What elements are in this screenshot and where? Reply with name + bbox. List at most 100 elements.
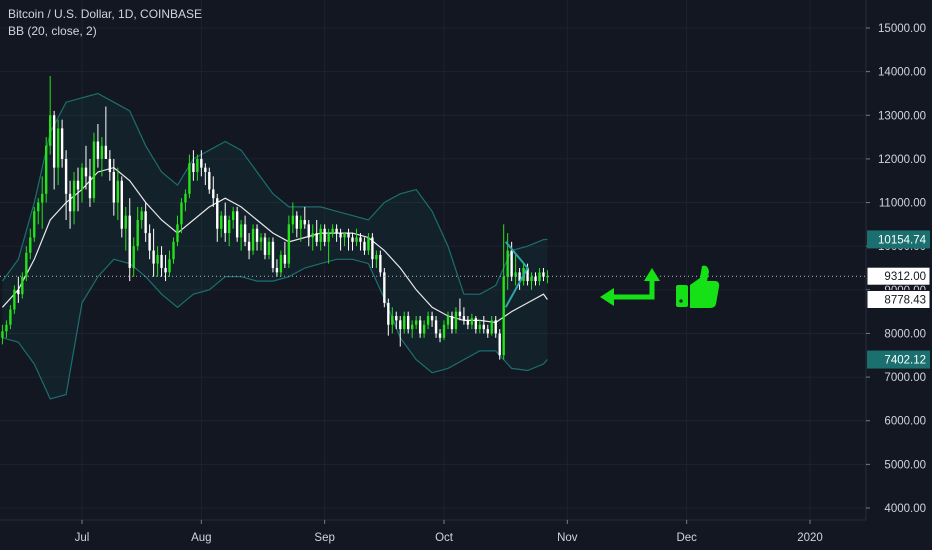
candle-body [538, 272, 541, 282]
candle-body [434, 320, 438, 334]
candle-body [311, 233, 314, 238]
candle-body [208, 172, 211, 190]
candle-body [478, 324, 482, 330]
candle-body [482, 324, 485, 330]
candle-body [530, 276, 533, 282]
candle-body [506, 250, 509, 277]
candle-body [239, 224, 243, 238]
candle-body [76, 180, 80, 190]
candle-body [470, 318, 474, 325]
candle-body [418, 320, 422, 334]
candle-body [399, 320, 402, 330]
lower-band-line [2, 258, 548, 400]
candle-body [21, 276, 24, 295]
candle-body [45, 145, 48, 194]
candle-body [359, 237, 362, 242]
x-tick-label: Nov [557, 532, 578, 544]
y-tick-label: 7000.00 [884, 372, 926, 384]
candle-body [29, 237, 32, 253]
candle-body [307, 224, 310, 238]
candle-body [48, 115, 52, 146]
candle-body [92, 141, 96, 199]
candle-body [108, 158, 112, 172]
candle-body [41, 193, 44, 203]
candle-body [494, 320, 497, 334]
candle-body [283, 254, 287, 264]
x-tick-label: Dec [676, 532, 697, 544]
candle-body [17, 289, 20, 295]
candle-body [144, 211, 147, 234]
price-badge-label: 9312.00 [884, 271, 926, 283]
y-tick-label: 6000.00 [884, 416, 926, 428]
arrow-shaft [612, 280, 655, 300]
arrow-head-left [600, 288, 614, 306]
candle-body [176, 224, 179, 242]
candle-body [220, 215, 223, 229]
candle-body [351, 237, 354, 242]
indicator-label[interactable]: BB (20, close, 2) [8, 24, 97, 38]
price-badge-label: 8778.43 [884, 294, 926, 306]
candle-body [5, 324, 8, 332]
time-axis-background [0, 520, 866, 550]
candle-body [212, 189, 215, 199]
candle-body [327, 233, 330, 242]
candle-body [363, 241, 366, 251]
candle-body [80, 167, 84, 190]
candle-body [514, 272, 517, 277]
candle-body [335, 228, 338, 234]
candle-body [235, 211, 239, 238]
candle-body [391, 316, 394, 325]
time-axis: Jul Aug Sep Oct Nov Dec 2020 [0, 519, 866, 550]
candle-body [287, 224, 291, 264]
candle-body [267, 241, 271, 255]
candle-body [379, 254, 382, 273]
candle-body [204, 167, 207, 172]
candle-body [227, 220, 231, 234]
candle-body [9, 309, 12, 325]
candle-body [279, 254, 283, 273]
x-tick-label: Aug [191, 532, 211, 544]
candle-body [140, 211, 143, 220]
candle-body [414, 320, 418, 325]
candle-body [88, 176, 92, 199]
candle-body [518, 272, 521, 282]
candle-body [132, 246, 135, 268]
y-tick-label: 5000.00 [884, 459, 926, 471]
candle-body [152, 250, 155, 264]
candle-body [216, 198, 219, 229]
y-tick-label: 15000.00 [878, 23, 926, 35]
candle-body [510, 250, 513, 277]
triangle-pattern [504, 241, 529, 308]
candle-body [498, 333, 501, 356]
price-badge [866, 289, 931, 309]
candle-body [458, 311, 462, 316]
candle-body [430, 316, 434, 321]
x-tick-label: Oct [435, 532, 454, 544]
thumbs-up-icon [676, 265, 720, 308]
candle-body [502, 276, 505, 356]
candle-body [37, 202, 40, 212]
candle-body [291, 215, 295, 225]
candle-body [231, 211, 235, 220]
candle-body [383, 272, 386, 303]
candle-body [490, 320, 493, 334]
grid [0, 0, 866, 520]
candle-body [156, 254, 159, 264]
candle-body [299, 220, 302, 229]
candle-body [271, 241, 275, 268]
candle-body [224, 215, 227, 234]
candle-body [136, 220, 139, 247]
candle-body [188, 163, 191, 194]
candle-body [295, 215, 299, 229]
thumb-hand [690, 265, 720, 308]
candle-body [450, 316, 454, 330]
candle-body [347, 233, 350, 238]
candle-body [172, 241, 175, 260]
candle-body [116, 180, 119, 203]
symbol-title[interactable]: Bitcoin / U.S. Dollar, 1D, COINBASE [8, 7, 203, 21]
candle-body [148, 233, 151, 251]
candle-body [168, 259, 171, 273]
x-tick-label: Jul [75, 532, 90, 544]
